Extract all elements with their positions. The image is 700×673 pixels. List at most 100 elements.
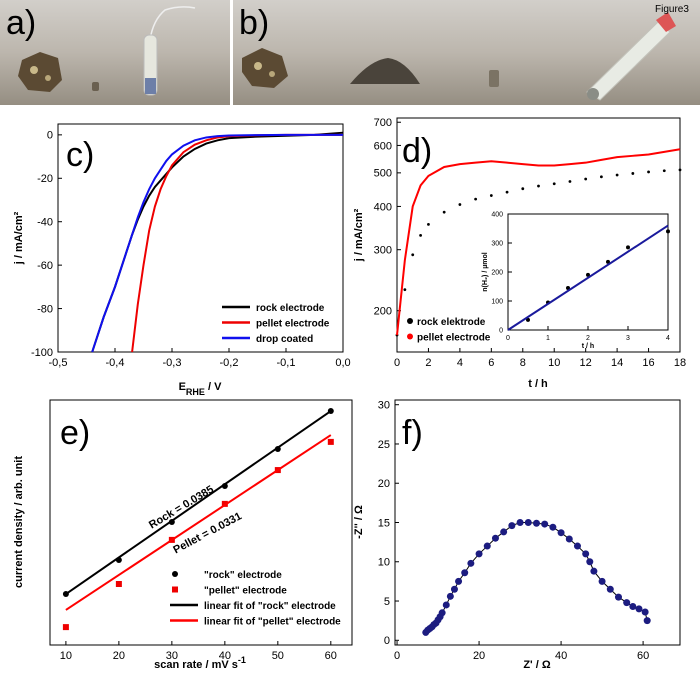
- y-axis-label: n(H₂) / µmol: [482, 252, 489, 291]
- x-tick-label: 3: [626, 335, 630, 342]
- marker: [584, 177, 588, 181]
- legend-swatch: [172, 586, 178, 593]
- legend-swatch: [407, 318, 413, 324]
- rock-sparkle: [30, 66, 38, 74]
- panel-label: b): [239, 4, 269, 42]
- x-tick-label: 2: [586, 335, 590, 342]
- x-tick-label: 40: [219, 650, 231, 662]
- marker: [526, 317, 530, 322]
- rock-sparkle: [45, 75, 51, 81]
- x-tick-label: 60: [325, 650, 337, 662]
- marker: [508, 522, 516, 530]
- y-tick-label: -40: [37, 217, 53, 229]
- marker: [475, 550, 483, 558]
- x-axis-label: ERHE / V: [179, 381, 223, 397]
- marker: [647, 170, 650, 174]
- rock: [242, 48, 288, 88]
- marker: [500, 528, 508, 536]
- y-tick-label: 600: [374, 140, 392, 152]
- y-axis-label: j / mA/cm²: [13, 211, 25, 265]
- x-tick-label: 10: [60, 650, 72, 662]
- marker: [474, 197, 478, 201]
- series-line: [65, 410, 332, 595]
- marker: [586, 558, 594, 566]
- x-tick-label: 20: [113, 650, 125, 662]
- tube-end: [145, 78, 156, 94]
- y-tick-label: 700: [374, 117, 392, 129]
- x-axis-label-part: E: [179, 381, 186, 393]
- tube-cap: [656, 12, 676, 32]
- marker: [582, 550, 590, 558]
- marker: [590, 567, 598, 575]
- x-tick-label: -0,1: [277, 357, 296, 369]
- x-tick-label: 1: [546, 335, 550, 342]
- y-axis-label: j / mA/cm²: [353, 208, 365, 262]
- x-tick-label: 16: [642, 357, 654, 369]
- y-tick-label: 10: [378, 557, 390, 569]
- marker: [623, 599, 631, 607]
- x-tick-label: 60: [637, 650, 649, 662]
- x-axis-label-part: scan rate / mV s: [154, 659, 238, 671]
- marker: [662, 169, 666, 173]
- marker: [427, 222, 430, 226]
- y-tick-label: 200: [374, 306, 392, 318]
- marker: [568, 180, 572, 183]
- marker: [666, 229, 670, 234]
- marker: [450, 585, 458, 593]
- y-tick-label: -20: [37, 173, 53, 185]
- marker: [491, 534, 499, 542]
- y-tick-label: 0: [384, 635, 390, 647]
- y-tick-label: 400: [491, 211, 503, 218]
- x-axis-label: t / h: [582, 343, 594, 350]
- marker: [467, 559, 475, 567]
- panel-label: f): [402, 414, 423, 452]
- marker: [438, 609, 446, 617]
- marker: [573, 542, 581, 550]
- x-tick-label: 14: [611, 357, 623, 369]
- marker: [615, 173, 619, 177]
- legend-label: linear fit of "rock" electrode: [204, 601, 336, 612]
- x-tick-label: -0,2: [220, 357, 239, 369]
- x-axis-label-part: -1: [238, 655, 246, 665]
- series-line: [65, 434, 332, 611]
- marker: [532, 519, 540, 527]
- marker: [557, 529, 565, 537]
- powder: [350, 58, 420, 84]
- y-tick-label: 30: [378, 400, 390, 412]
- marker: [643, 617, 651, 625]
- panel-label: a): [6, 4, 36, 42]
- figure-tag: Figure3: [655, 4, 689, 15]
- marker: [62, 624, 69, 631]
- marker: [565, 535, 573, 543]
- series-line: [91, 133, 343, 353]
- panel-label: c): [66, 136, 94, 174]
- pellet: [489, 70, 499, 87]
- x-tick-label: 8: [520, 357, 526, 369]
- rock-sparkle: [269, 71, 275, 77]
- y-tick-label: 0: [47, 130, 53, 142]
- legend-label: linear fit of "pellet" electrode: [204, 617, 341, 628]
- marker: [505, 190, 509, 194]
- plot-frame: [507, 213, 669, 331]
- x-tick-label: 4: [666, 335, 670, 342]
- x-tick-label: -0,4: [106, 357, 125, 369]
- x-axis-label: t / h: [528, 378, 548, 390]
- marker: [614, 593, 622, 601]
- marker: [599, 175, 603, 179]
- marker: [629, 603, 637, 611]
- rock-sparkle: [254, 62, 262, 70]
- marker: [461, 569, 469, 577]
- x-tick-label: 0,0: [335, 357, 350, 369]
- y-tick-label: -100: [31, 347, 53, 359]
- y-tick-label: 300: [491, 240, 503, 247]
- x-tick-label: 50: [272, 650, 284, 662]
- legend-swatch: [172, 571, 178, 577]
- tube-end: [587, 88, 599, 100]
- x-tick-label: 0: [394, 357, 400, 369]
- x-axis-label-part: RHE: [186, 387, 205, 397]
- marker: [442, 210, 446, 214]
- photo-a: a): [0, 0, 230, 105]
- y-tick-label: 5: [384, 596, 390, 608]
